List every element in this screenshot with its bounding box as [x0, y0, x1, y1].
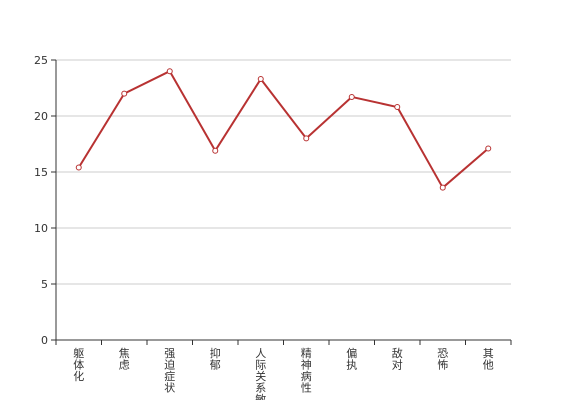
y-tick-label: 0: [41, 334, 48, 347]
x-category-label: 精神病性: [301, 347, 312, 395]
x-category-label: 强迫症状: [164, 347, 175, 395]
x-category-label: 人际关系敏感: [255, 347, 266, 400]
x-category-label: 敌对: [392, 346, 403, 372]
y-tick-label: 10: [34, 222, 48, 235]
axes: [55, 60, 511, 341]
data-point[interactable]: [485, 145, 492, 152]
series-layer: [75, 68, 492, 191]
data-point[interactable]: [212, 147, 219, 154]
x-category-label: 偏执: [346, 346, 357, 372]
series-line: [77, 70, 489, 189]
y-axis-ticks: 0 5 10 15 20 25: [34, 54, 56, 347]
x-category-label: 其他: [483, 347, 494, 372]
y-tick-label: 15: [34, 166, 48, 179]
data-point[interactable]: [121, 90, 128, 97]
data-point[interactable]: [394, 104, 401, 111]
data-point[interactable]: [257, 76, 264, 83]
x-category-label: 躯体化: [73, 347, 84, 383]
x-category-label: 抑郁: [210, 346, 221, 372]
data-point[interactable]: [166, 68, 173, 75]
y-tick-label: 20: [34, 110, 48, 123]
x-axis-ticks: 躯体化 焦虑 强迫症状 抑郁 人际关系敏感 精神病性 偏执 敌对 恐怖 其他: [55, 340, 512, 400]
grid-lines: [56, 59, 511, 285]
data-point[interactable]: [348, 93, 355, 100]
data-point[interactable]: [75, 164, 82, 171]
data-point[interactable]: [439, 184, 446, 191]
x-category-label: 焦虑: [119, 347, 130, 372]
y-tick-label: 25: [34, 54, 48, 67]
y-tick-label: 5: [41, 278, 48, 291]
data-point[interactable]: [303, 135, 310, 142]
x-category-label: 恐怖: [437, 347, 448, 372]
